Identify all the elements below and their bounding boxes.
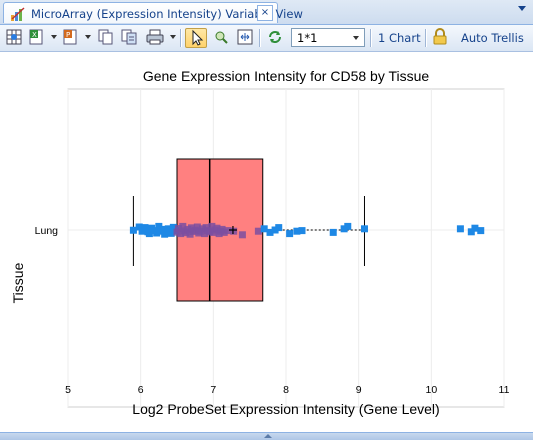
chart-view-icon [11, 7, 25, 21]
data-point [198, 225, 206, 233]
data-point [286, 230, 294, 238]
data-point [329, 228, 337, 236]
y-tick-label: Lung [35, 225, 59, 237]
data-point [177, 230, 185, 238]
data-point [208, 222, 216, 230]
data-point [141, 224, 149, 232]
x-tick-label: 5 [65, 384, 71, 396]
data-point [179, 222, 187, 230]
auto-trellis-button[interactable]: Auto Trellis [461, 31, 524, 45]
data-points [129, 222, 485, 239]
data-point [213, 224, 221, 232]
svg-text:P: P [66, 31, 70, 39]
chevron-down-icon[interactable] [518, 6, 526, 11]
x-tick-label: 11 [499, 384, 510, 396]
zoom-icon[interactable] [212, 28, 230, 48]
tab-title: MicroArray (Expression Intensity) Variab… [31, 7, 303, 21]
refresh-icon[interactable] [266, 28, 284, 48]
x-tick-label: 10 [425, 384, 437, 396]
close-icon[interactable]: × [257, 5, 273, 21]
data-point [293, 227, 301, 235]
chevron-down-icon[interactable] [51, 35, 57, 39]
grid [67, 89, 505, 407]
data-point [153, 229, 161, 237]
data-point [155, 222, 163, 230]
svg-text:X: X [32, 31, 37, 39]
tab-variable-view[interactable]: MicroArray (Expression Intensity) Variab… [3, 2, 303, 23]
data-point [260, 225, 268, 233]
toolbar-separator [425, 29, 427, 47]
one-chart-button[interactable]: 1 Chart [378, 31, 421, 45]
x-tick-label: 6 [138, 384, 144, 396]
data-point [206, 228, 214, 236]
excel-export-icon[interactable]: X [27, 28, 45, 48]
fit-icon[interactable] [236, 28, 254, 48]
data-point [271, 226, 279, 234]
data-point [167, 229, 175, 237]
data-point [467, 228, 475, 236]
data-point [471, 224, 479, 232]
layout-select[interactable]: 1*1 [291, 28, 365, 47]
toolbar-separator [259, 29, 261, 47]
data-point [360, 225, 368, 233]
chevron-down-icon[interactable] [85, 35, 91, 39]
data-point [174, 225, 182, 233]
status-strip [0, 432, 533, 440]
toolbar-separator [370, 29, 372, 47]
y-axis-label: Tissue [10, 262, 26, 303]
data-point [340, 225, 348, 233]
data-point [188, 224, 196, 232]
data-point [135, 223, 143, 231]
data-point [220, 228, 228, 236]
data-point [129, 226, 137, 234]
data-point [138, 227, 146, 235]
data-point [193, 223, 201, 231]
chevron-down-icon[interactable] [170, 35, 176, 39]
copy-icon[interactable] [96, 28, 114, 48]
tab-bar: MicroArray (Expression Intensity) Variab… [0, 0, 533, 25]
data-point [266, 228, 274, 236]
powerpoint-export-icon[interactable]: P [61, 28, 79, 48]
data-point [224, 227, 232, 235]
print-icon[interactable] [145, 28, 165, 48]
layout-value: 1*1 [297, 31, 318, 45]
copy-all-icon[interactable] [120, 28, 138, 48]
data-point [477, 227, 485, 235]
x-axis-ticks: 5 6 7 8 9 10 11 [65, 384, 510, 396]
splitter-grip-icon[interactable] [264, 434, 272, 438]
x-tick-label: 9 [356, 384, 362, 396]
box-plot-chart: Gene Expression Intensity for CD58 by Ti… [10, 68, 510, 417]
data-point [275, 224, 283, 232]
chart-area: Gene Expression Intensity for CD58 by Ti… [0, 52, 533, 432]
mean-marker [228, 226, 237, 234]
data-point [162, 228, 170, 236]
data-point [158, 225, 166, 233]
data-point [298, 227, 306, 235]
x-axis-label: Log2 ProbeSet Expression Intensity (Gene… [132, 401, 439, 417]
chart-title: Gene Expression Intensity for CD58 by Ti… [143, 68, 430, 84]
data-point [145, 230, 153, 238]
data-point [344, 222, 352, 230]
chevron-down-icon[interactable] [353, 36, 359, 40]
lock-icon[interactable] [431, 28, 449, 48]
toolbar: X P 1*1 1 Chart Auto Trellis [0, 25, 533, 52]
toolbar-separator [180, 29, 182, 47]
data-point [173, 228, 181, 236]
pointer-icon[interactable] [185, 28, 207, 48]
data-point [456, 225, 464, 233]
grid-export-icon[interactable] [5, 28, 23, 48]
x-tick-label: 8 [283, 384, 289, 396]
data-point [184, 225, 192, 233]
data-point [254, 227, 262, 235]
data-point [238, 231, 246, 239]
x-tick-label: 7 [210, 384, 216, 396]
data-point [230, 227, 238, 235]
